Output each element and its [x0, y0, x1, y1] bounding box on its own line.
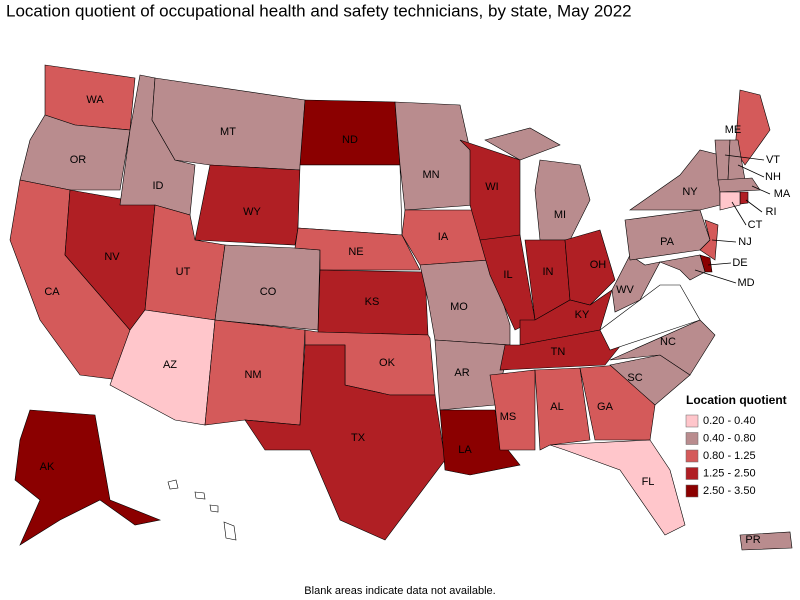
state-label: WV: [616, 284, 634, 296]
state-label: MS: [500, 411, 517, 423]
state-label: NH: [765, 171, 781, 183]
state-label: KY: [575, 309, 590, 321]
state-label: ID: [153, 180, 164, 192]
state-label: NJ: [738, 236, 751, 248]
state-shape: [714, 139, 731, 181]
state-label: DE: [732, 257, 747, 269]
state-label: SC: [627, 372, 642, 384]
legend-swatch: [685, 467, 699, 480]
state-label: OH: [590, 259, 607, 271]
state-label: ND: [342, 134, 358, 146]
state-shape: [209, 504, 219, 513]
state-label: NE: [348, 246, 363, 258]
state-shape: [19, 114, 131, 191]
state-shape: [739, 531, 793, 551]
legend-label: 0.20 - 0.40: [703, 415, 756, 427]
state-shape: [299, 99, 401, 166]
state-shape: [484, 127, 561, 161]
state-label: IN: [543, 266, 554, 278]
legend-label: 0.80 - 1.25: [703, 450, 756, 462]
state-label: CO: [260, 286, 277, 298]
state-label: TN: [551, 346, 566, 358]
legend-label: 2.50 - 3.50: [703, 485, 756, 497]
state-label: NC: [660, 336, 676, 348]
state-label: CA: [44, 286, 60, 298]
state-shape: [534, 159, 591, 241]
state-label: WI: [485, 181, 498, 193]
state-shape: [564, 229, 616, 306]
state-label: LA: [458, 444, 472, 456]
leader-lines: [694, 154, 771, 284]
state-shape: [394, 101, 476, 211]
state-label: AL: [550, 401, 563, 413]
state-label: ME: [725, 124, 742, 136]
legend: 0.20 - 0.40 0.40 - 0.80 0.80 - 1.25 1.25 - …: [685, 414, 756, 498]
legend-label: 1.25 - 2.50: [703, 467, 756, 479]
state-label: GA: [597, 401, 614, 413]
legend-label: 0.40 - 0.80: [703, 432, 756, 444]
footnote: Blank areas indicate data not available.: [304, 585, 495, 597]
state-label: AZ: [163, 359, 177, 371]
state-label: TX: [351, 432, 366, 444]
legend-swatch: [685, 414, 699, 428]
state-label: AR: [454, 367, 469, 379]
state-shape: [629, 149, 721, 211]
map-title: Location quotient of occupational health…: [6, 1, 632, 20]
state-label: PR: [745, 534, 760, 546]
legend-swatch: [685, 484, 699, 498]
state-label: MN: [422, 169, 439, 181]
legend-swatch: [685, 449, 699, 463]
state-shape: [549, 439, 686, 536]
state-label: MA: [774, 188, 791, 200]
state-label: PA: [660, 236, 675, 248]
state-label: NV: [104, 251, 120, 263]
state-label: OK: [379, 357, 396, 369]
state-label: MD: [737, 277, 754, 289]
state-shape: [297, 164, 403, 236]
state-label: IL: [503, 269, 512, 281]
state-shape: [534, 367, 591, 451]
state-label: AK: [40, 461, 55, 473]
state-label: WY: [243, 206, 261, 218]
state-label: VT: [766, 154, 780, 166]
state-shape: [699, 219, 719, 261]
state-label: NM: [244, 369, 261, 381]
state-shape: [214, 244, 321, 331]
state-label: WA: [86, 94, 104, 106]
state-shape: [609, 319, 716, 376]
state-shape: [717, 177, 761, 193]
state-shape: [194, 491, 206, 500]
state-shape: [223, 521, 237, 541]
state-label: NY: [682, 186, 698, 198]
state-label: RI: [766, 206, 777, 218]
state-shape: [658, 254, 706, 281]
state-label: UT: [176, 266, 191, 278]
state-shape: [439, 409, 521, 476]
state-label: MT: [220, 126, 236, 138]
state-shapes: [9, 64, 793, 551]
legend-swatch: [685, 432, 699, 445]
state-label: OR: [70, 154, 87, 166]
state-label: IA: [438, 231, 449, 243]
state-shape: [167, 479, 179, 490]
state-shape: [739, 191, 749, 205]
state-label: MI: [554, 209, 566, 221]
state-labels: WA OR CA NV ID MT WY UT AZ CO NM ND NE K…: [40, 94, 791, 546]
state-shape: [151, 77, 306, 171]
state-shape: [489, 369, 536, 451]
state-shape: [244, 344, 446, 541]
state-shape: [14, 409, 162, 546]
state-label: FL: [642, 476, 655, 488]
state-shape: [719, 191, 741, 211]
state-label: CT: [748, 219, 763, 231]
state-label: KS: [365, 296, 380, 308]
legend-title: Location quotient: [686, 393, 787, 407]
state-label: MO: [450, 301, 468, 313]
